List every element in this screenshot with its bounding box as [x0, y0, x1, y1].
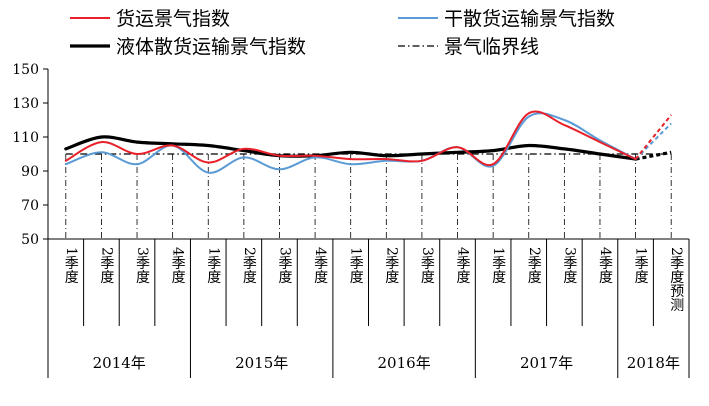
legend-label: 干散货运输景气指数: [444, 8, 615, 30]
y-tick-label: 70: [21, 198, 39, 214]
x-tick-label: 2季度: [526, 247, 542, 284]
series-line: [64, 112, 637, 174]
x-tick-label: 2季度: [98, 247, 114, 284]
x-tick-label: 2季度: [241, 247, 257, 284]
x-tick-label: 4季度: [170, 247, 186, 284]
y-tick-label: 50: [21, 232, 39, 248]
year-label: 2018年: [627, 354, 680, 372]
series-forecast-line: [635, 150, 672, 161]
x-tick-label: 2季度预测: [668, 247, 684, 312]
year-label: 2017年: [520, 354, 573, 372]
x-tick-label: 1季度: [633, 247, 649, 284]
year-label: 2014年: [93, 354, 146, 372]
year-label: 2015年: [235, 354, 288, 372]
y-tick-label: 130: [12, 96, 39, 112]
x-tick-label: 1季度: [205, 247, 221, 284]
year-label: 2016年: [378, 354, 431, 372]
x-tick-label: 1季度: [490, 247, 506, 284]
series-line: [64, 110, 637, 167]
y-tick-label: 150: [12, 62, 39, 78]
x-tick-label: 4季度: [312, 247, 328, 284]
series-forecast-line: [634, 114, 672, 160]
x-tick-label: 2季度: [383, 247, 399, 284]
x-tick-label: 1季度: [348, 247, 364, 284]
x-tick-label: 3季度: [561, 247, 577, 284]
x-tick-label: 3季度: [419, 247, 435, 284]
y-tick-label: 110: [12, 130, 39, 146]
x-tick-label: 3季度: [276, 247, 292, 284]
series-line: [64, 135, 638, 161]
y-tick-label: 90: [21, 164, 39, 180]
axes: 50 70 90 110 130 150 1季度 2季度 3季度 4季度 1季度 2季度 3季度 4季度 1…: [12, 62, 690, 378]
legend-label: 景气临界线: [444, 36, 539, 58]
legend-label: 液体散货运输景气指数: [116, 36, 306, 58]
x-tick-label: 4季度: [597, 247, 613, 284]
x-tick-label: 1季度: [63, 247, 79, 284]
x-tick-label: 4季度: [455, 247, 471, 284]
x-tick-label: 3季度: [134, 247, 150, 284]
plot-area: [64, 110, 672, 239]
legend-label: 货运景气指数: [116, 8, 230, 30]
